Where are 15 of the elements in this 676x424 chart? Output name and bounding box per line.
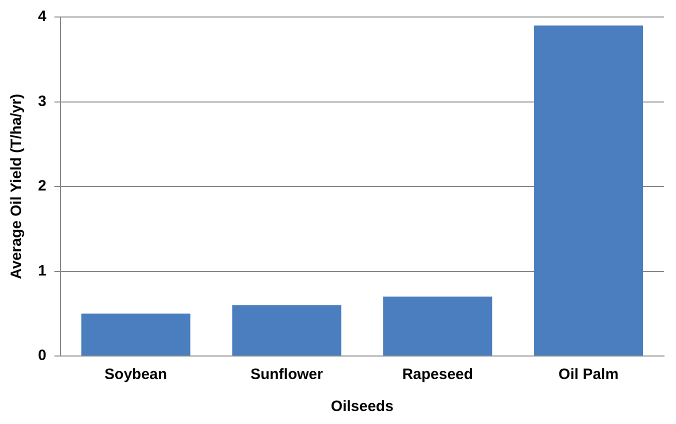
- y-tick-label: 2: [38, 178, 46, 195]
- y-tick-label: 0: [38, 347, 46, 364]
- bar: [232, 305, 342, 356]
- bar: [81, 314, 190, 356]
- x-tick-label: Sunflower: [250, 366, 324, 384]
- x-tick-label: Soybean: [104, 366, 168, 384]
- y-tick-label: 3: [38, 92, 46, 110]
- y-axis-title: Average Oil Yield (T/ha/yr): [8, 94, 26, 280]
- x-tick-label: Rapeseed: [402, 366, 474, 384]
- y-tick-label: 4: [38, 8, 47, 26]
- bar: [534, 25, 644, 356]
- bar: [383, 296, 492, 356]
- x-tick-label: Oil Palm: [558, 366, 619, 384]
- x-axis-title: Oilseeds: [330, 398, 394, 416]
- y-tick-label: 1: [38, 262, 46, 280]
